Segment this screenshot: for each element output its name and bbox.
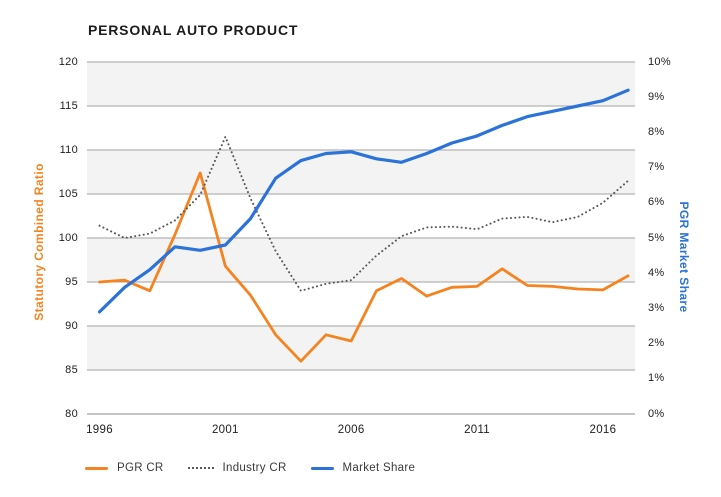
y-axis-tick-left: 95 xyxy=(65,275,78,288)
y-axis-tick-left: 80 xyxy=(65,407,78,420)
series-line-market-share xyxy=(97,88,630,314)
legend-item-industry-cr: Industry CR xyxy=(187,462,287,474)
y-axis-tick-right: 2% xyxy=(648,337,665,350)
y-axis-tick-left: 105 xyxy=(58,187,78,200)
legend-swatch-market-share-line xyxy=(310,466,334,470)
plot-band xyxy=(87,150,635,194)
legend-item-pgr-cr: PGR CR xyxy=(85,462,164,474)
x-axis-tick: 2006 xyxy=(337,424,365,436)
y-axis-tick-left: 90 xyxy=(65,319,78,332)
y-axis-tick-right: 5% xyxy=(648,231,665,244)
x-axis-tick: 2016 xyxy=(589,424,617,436)
y-axis-tick-left: 100 xyxy=(58,231,78,244)
y-axis-tick-right: 0% xyxy=(648,407,665,420)
x-axis-tick: 2001 xyxy=(211,424,239,436)
legend-swatch-industry-cr-dotted-line xyxy=(187,467,214,469)
series-line-industry-cr xyxy=(98,135,630,292)
legend-item-market-share: Market Share xyxy=(310,462,416,474)
y-axis-tick-right: 9% xyxy=(648,90,665,103)
legend-label-market-share: Market Share xyxy=(342,462,416,474)
plot-band xyxy=(87,62,635,106)
plot-band xyxy=(87,238,635,282)
plot-band xyxy=(87,326,635,370)
y-axis-tick-left: 85 xyxy=(65,363,78,376)
y-axis-tick-right: 6% xyxy=(648,196,665,209)
y-axis-tick-right: 4% xyxy=(648,266,665,279)
legend-swatch-pgr-cr-line xyxy=(85,466,108,470)
x-axis-tick: 2011 xyxy=(464,424,491,436)
y-axis-tick-right: 7% xyxy=(648,161,665,174)
y-axis-tick-right: 1% xyxy=(648,372,665,385)
y-axis-tick-right: 8% xyxy=(648,125,665,138)
y-axis-tick-left: 115 xyxy=(59,99,78,112)
y-axis-tick-right: 10% xyxy=(648,55,671,68)
legend: PGR CR Industry CR Market Share xyxy=(85,462,415,474)
x-axis-tick: 1996 xyxy=(86,424,113,436)
series-line-pgr-cr xyxy=(98,171,630,363)
y-axis-tick-left: 110 xyxy=(59,143,78,156)
chart-title: PERSONAL AUTO PRODUCT xyxy=(88,22,299,38)
legend-label-industry-cr: Industry CR xyxy=(222,462,287,474)
legend-label-pgr-cr: PGR CR xyxy=(117,462,164,474)
y-axis-tick-left: 120 xyxy=(58,55,78,68)
y-axis-tick-right: 3% xyxy=(648,301,665,314)
